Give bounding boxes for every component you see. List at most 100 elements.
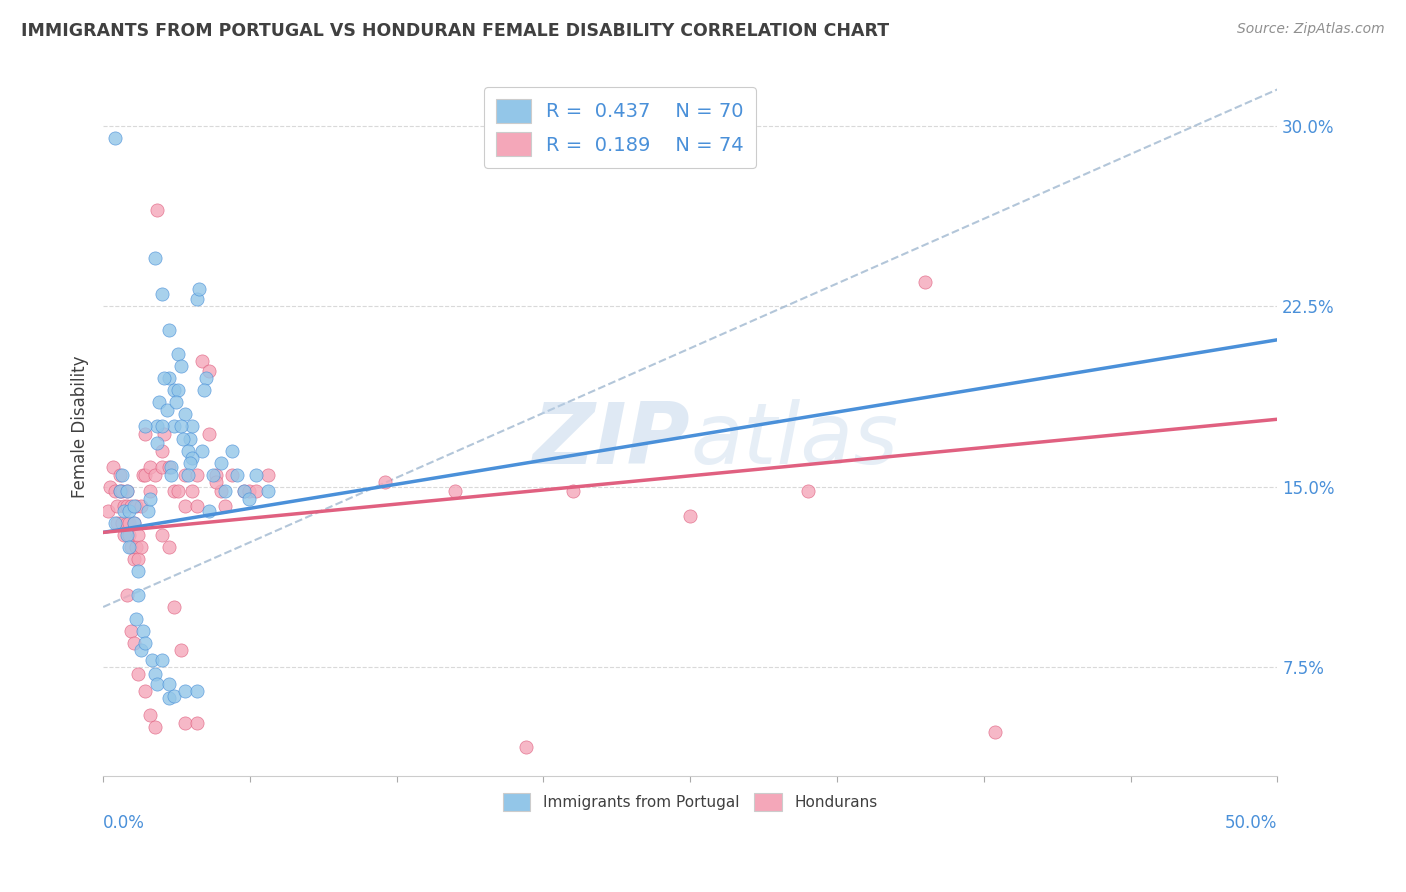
Point — [169, 419, 191, 434]
Point — [104, 516, 127, 530]
Text: Source: ZipAtlas.com: Source: ZipAtlas.com — [1237, 22, 1385, 37]
Point — [205, 475, 228, 489]
Point — [146, 436, 169, 450]
Point — [125, 499, 148, 513]
Point — [148, 395, 170, 409]
Point — [179, 456, 201, 470]
Text: ZIP: ZIP — [533, 399, 690, 482]
Point — [444, 484, 467, 499]
Point — [129, 499, 152, 513]
Point — [118, 516, 141, 530]
Point — [112, 499, 135, 513]
Point — [101, 460, 124, 475]
Point — [134, 426, 156, 441]
Point — [198, 504, 221, 518]
Point — [176, 443, 198, 458]
Point — [153, 426, 176, 441]
Point — [132, 467, 155, 482]
Point — [132, 624, 155, 638]
Point — [202, 467, 225, 482]
Text: 0.0%: 0.0% — [103, 814, 145, 832]
Point — [233, 484, 256, 499]
Point — [174, 499, 197, 513]
Point — [150, 287, 173, 301]
Point — [143, 720, 166, 734]
Point — [155, 402, 177, 417]
Point — [157, 460, 180, 475]
Point — [186, 715, 208, 730]
Point — [125, 612, 148, 626]
Point — [104, 484, 127, 499]
Point — [226, 467, 249, 482]
Point — [104, 130, 127, 145]
Point — [150, 419, 173, 434]
Point — [118, 540, 141, 554]
Point — [139, 491, 162, 506]
Point — [122, 636, 145, 650]
Point — [162, 689, 184, 703]
Point — [176, 467, 198, 482]
Point — [115, 484, 138, 499]
Point — [115, 516, 138, 530]
Point — [167, 384, 190, 398]
Text: IMMIGRANTS FROM PORTUGAL VS HONDURAN FEMALE DISABILITY CORRELATION CHART: IMMIGRANTS FROM PORTUGAL VS HONDURAN FEM… — [21, 22, 889, 40]
Point — [165, 395, 187, 409]
Point — [162, 484, 184, 499]
Y-axis label: Female Disability: Female Disability — [72, 355, 89, 498]
Point — [115, 528, 138, 542]
Point — [105, 516, 128, 530]
Point — [136, 504, 159, 518]
Point — [162, 419, 184, 434]
Point — [167, 347, 190, 361]
Point — [129, 643, 152, 657]
Point — [914, 275, 936, 289]
Text: 50.0%: 50.0% — [1225, 814, 1277, 832]
Point — [160, 460, 183, 475]
Point — [118, 528, 141, 542]
Point — [157, 540, 180, 554]
Point — [796, 484, 818, 499]
Point — [195, 371, 218, 385]
Legend: Immigrants from Portugal, Hondurans: Immigrants from Portugal, Hondurans — [496, 787, 883, 817]
Point — [98, 480, 121, 494]
Point — [169, 643, 191, 657]
Text: atlas: atlas — [690, 399, 898, 482]
Point — [181, 419, 204, 434]
Point — [256, 467, 278, 482]
Point — [174, 467, 197, 482]
Point — [125, 540, 148, 554]
Point — [172, 432, 194, 446]
Point — [150, 653, 173, 667]
Point — [214, 484, 236, 499]
Point — [122, 516, 145, 530]
Point — [190, 354, 212, 368]
Point — [169, 359, 191, 374]
Point — [129, 540, 152, 554]
Point — [115, 588, 138, 602]
Point — [150, 460, 173, 475]
Point — [374, 475, 396, 489]
Point — [146, 677, 169, 691]
Point — [153, 371, 176, 385]
Point — [127, 552, 149, 566]
Point — [141, 653, 163, 667]
Point — [143, 467, 166, 482]
Point — [146, 419, 169, 434]
Point — [238, 484, 260, 499]
Point — [205, 467, 228, 482]
Point — [127, 564, 149, 578]
Point — [162, 600, 184, 615]
Point — [112, 504, 135, 518]
Point — [150, 528, 173, 542]
Point — [214, 499, 236, 513]
Point — [174, 684, 197, 698]
Point — [561, 484, 583, 499]
Point — [111, 467, 134, 482]
Point — [679, 508, 702, 523]
Point — [188, 282, 211, 296]
Point — [127, 667, 149, 681]
Point — [105, 499, 128, 513]
Point — [221, 467, 243, 482]
Point — [984, 725, 1007, 739]
Point — [139, 708, 162, 723]
